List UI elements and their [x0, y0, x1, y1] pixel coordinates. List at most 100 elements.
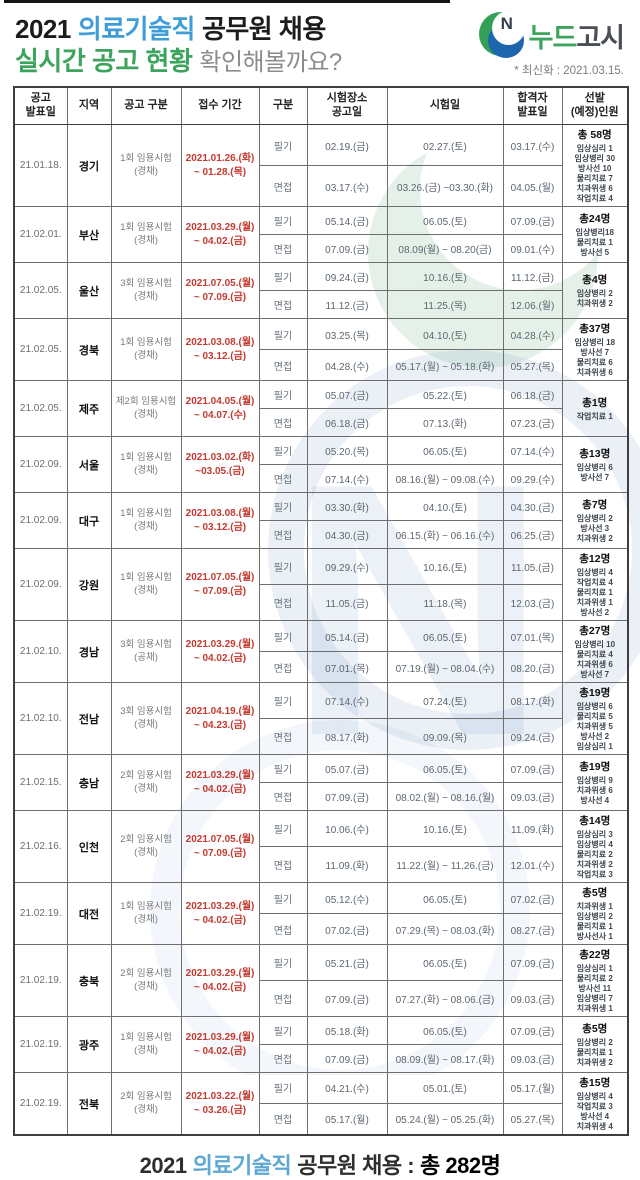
selection-job: 치과위생 2	[576, 299, 613, 308]
selection-job: 물리치료 5	[576, 712, 613, 721]
interview-result-date-cell: 04.05.(월)	[502, 165, 563, 207]
selection-job: 방사선 4	[580, 1112, 610, 1121]
written-venue-date-cell: 02.19.(금)	[306, 124, 388, 166]
category-written-cell: 필기	[258, 492, 308, 521]
apply-period-cell: 2021.04.05.(월) ~ 04.07.(수)	[180, 380, 260, 437]
interview-result-date-cell: 08.20.(금)	[502, 651, 563, 683]
selection-job: 임상병리 2	[576, 514, 613, 523]
written-exam-date-cell: 06.05.(토)	[386, 436, 504, 465]
exam-round-cell: 1회 임용시험 (경채)	[110, 318, 182, 381]
interview-exam-date-cell: 07.27.(화) ~ 08.06.(금)	[386, 980, 504, 1017]
selection-jobs: 임상심리 3 임상병리 4 물리치료 2 치과위생 2 작업치료 3	[564, 830, 627, 880]
exam-round-line1: 3회 임용시험	[120, 639, 172, 651]
selection-job: 임상병리 9	[576, 776, 613, 785]
interview-exam-date-cell: 08.16.(월) ~ 09.08.(수)	[386, 464, 504, 493]
title-year: 2021	[15, 14, 71, 44]
selection-jobs: 임상심리 1 물리치료 2 방사선 11 임상병리 7 치과위생 1	[564, 964, 627, 1014]
selection-job: 물리치료 1	[576, 922, 613, 931]
category-interview-cell: 면접	[258, 1044, 308, 1073]
exam-round-line1: 3회 임용시험	[120, 278, 172, 290]
category-written-cell: 필기	[258, 380, 308, 409]
col-header-exam-date: 시험일	[386, 86, 504, 125]
written-venue-date-cell: 09.24.(금)	[306, 262, 388, 291]
table-row-written: 21.02.09. 강원 1회 임용시험 (경채) 2021.07.05.(월)…	[13, 548, 629, 621]
interview-exam-date-cell: 08.09(월) ~ 08.20(금)	[386, 234, 504, 263]
category-written-cell: 필기	[258, 754, 308, 783]
selection-total: 총7명	[582, 499, 608, 511]
interview-exam-date-cell: 11.25.(목)	[386, 290, 504, 319]
exam-round-cell: 3회 임용시험 (공채)	[110, 620, 182, 683]
exam-round-line2: (경채)	[134, 520, 158, 532]
category-written-cell: 필기	[258, 882, 308, 914]
announce-date-cell: 21.02.09.	[13, 548, 68, 621]
apply-period-cell: 2021.03.02.(화) ~03.05.(금)	[180, 436, 260, 493]
title-question: 확인해볼까요?	[199, 48, 342, 76]
category-written-cell: 필기	[258, 944, 308, 981]
category-written-cell: 필기	[258, 124, 308, 166]
selection-cell: 총5명 치과위생 1 임상병리 2 물리치료 1 방사선사 1	[561, 882, 629, 945]
apply-period-line2: ~ 07.09.(금)	[193, 291, 247, 303]
table-row-written: 21.02.09. 대구 1회 임용시험 (경채) 2021.03.08.(월)…	[13, 492, 629, 549]
written-venue-date-cell: 05.20.(목)	[306, 436, 388, 465]
exam-round-line1: 1회 임용시험	[120, 337, 172, 349]
written-venue-date-cell: 10.06.(수)	[306, 810, 388, 847]
apply-period-line1: 2021.01.26.(화)	[185, 152, 255, 164]
announce-date-cell: 21.02.09.	[13, 492, 68, 549]
recruitment-schedule-table: 공고 발표일 지역 공고 구분 접수 기간 구분 시험장소 공고일 시험일 합격…	[13, 86, 629, 1136]
exam-round-cell: 2회 임용시험 (경채)	[110, 810, 182, 883]
selection-jobs: 임상병리 4 작업치료 4 물리치료 1 치과위생 1 방사선 2	[564, 568, 627, 618]
apply-period-line2: ~ 04.02.(금)	[193, 652, 247, 664]
selection-job: 치과위생 6	[576, 660, 613, 669]
exam-round-line2: (공채)	[134, 651, 158, 663]
selection-job: 작업치료 3	[576, 870, 613, 879]
selection-job: 치과위생 4	[576, 1122, 613, 1131]
selection-jobs: 임상병리 10 물리치료 4 치과위생 6 방사선 7	[564, 640, 627, 680]
apply-period-line1: 2021.03.29.(월)	[185, 1031, 255, 1043]
selection-total: 총13명	[579, 448, 611, 460]
exam-round-cell: 1회 임용시험 (경채)	[110, 436, 182, 493]
table-row-written: 21.02.16. 인천 2회 임용시험 (경채) 2021.07.05.(월)…	[13, 810, 629, 883]
selection-job: 방사선사 1	[576, 932, 613, 941]
category-interview-cell: 면접	[258, 846, 308, 883]
selection-cell: 총7명 임상병리 2 방사선 3 치과위생 2	[561, 492, 629, 549]
exam-round-cell: 1회 임용시험 (경채)	[110, 492, 182, 549]
interview-result-date-cell: 09.03.(금)	[502, 782, 563, 811]
written-result-date-cell: 07.09.(금)	[502, 1016, 563, 1045]
selection-job: 치과위생 6	[576, 184, 613, 193]
apply-period-line1: 2021.03.22.(월)	[185, 1090, 255, 1102]
announce-date-cell: 21.02.05.	[13, 262, 68, 319]
selection-jobs: 임상병리 2 방사선 3 치과위생 2	[564, 514, 627, 544]
interview-venue-date-cell: 07.02.(금)	[306, 913, 388, 945]
table-row-written: 21.02.05. 경북 1회 임용시험 (경채) 2021.03.08.(월)…	[13, 318, 629, 381]
apply-period-line1: 2021.03.08.(월)	[185, 336, 255, 348]
selection-total: 총1명	[582, 397, 608, 409]
exam-round-line1: 1회 임용시험	[120, 901, 172, 913]
announce-date-cell: 21.02.19.	[13, 1072, 68, 1136]
written-venue-date-cell: 05.07.(금)	[306, 754, 388, 783]
selection-cell: 총5명 임상병리 2 물리치료 1 치과위생 2	[561, 1016, 629, 1073]
written-venue-date-cell: 09.29.(수)	[306, 548, 388, 585]
written-exam-date-cell: 06.05.(토)	[386, 944, 504, 981]
selection-job: 물리치료 7	[576, 174, 613, 183]
interview-result-date-cell: 09.03.(금)	[502, 980, 563, 1017]
apply-period-cell: 2021.07.05.(월) ~ 07.09.(금)	[180, 810, 260, 883]
exam-round-line2: (경채)	[134, 584, 158, 596]
written-venue-date-cell: 03.25.(목)	[306, 318, 388, 350]
exam-round-line2: (경채)	[134, 349, 158, 361]
col-header-selection: 선발 (예정)인원	[561, 86, 629, 125]
announce-date-cell: 21.02.05.	[13, 318, 68, 381]
selection-cell: 총37명 임상병리 18 방사선 7 물리치료 6 치과위생 6	[561, 318, 629, 381]
selection-job: 임상병리 18	[574, 338, 616, 347]
interview-exam-date-cell: 08.02.(월) ~ 08.16.(월)	[386, 782, 504, 811]
category-written-cell: 필기	[258, 318, 308, 350]
apply-period-line1: 2021.03.08.(월)	[185, 507, 255, 519]
selection-job: 치과위생 2	[576, 1058, 613, 1067]
exam-round-line1: 1회 임용시험	[120, 222, 172, 234]
announce-date-cell: 21.02.19.	[13, 944, 68, 1017]
page-header: 2021 의료기술직 공무원 채용 실시간 공고 현황 확인해볼까요? N 누드…	[0, 0, 640, 86]
exam-round-cell: 1회 임용시험 (경채)	[110, 206, 182, 263]
apply-period-cell: 2021.03.29.(월) ~ 04.02.(금)	[180, 754, 260, 811]
selection-job: 방사선 11	[578, 984, 612, 993]
interview-venue-date-cell: 07.09.(금)	[306, 1044, 388, 1073]
apply-period-cell: 2021.03.29.(월) ~ 04.02.(금)	[180, 882, 260, 945]
